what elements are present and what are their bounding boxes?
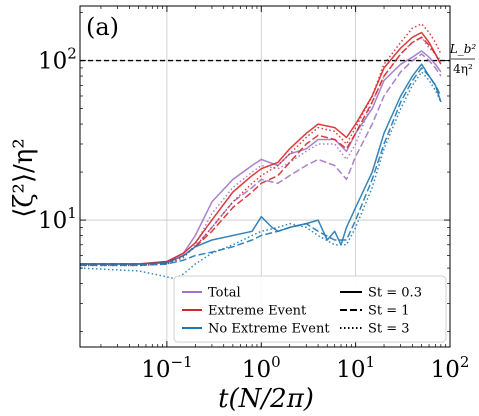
- legend-label: Total: [208, 286, 241, 301]
- series-line-extreme-event-st-0-3: [80, 31, 442, 265]
- plot-frame: [79, 5, 451, 348]
- series-line-no-extreme-event-st-0-3: [80, 63, 442, 265]
- series-line-total-st-0-3: [80, 50, 442, 265]
- series-line-extreme-event-st-1: [80, 36, 442, 265]
- x-tick-label: 100: [242, 353, 281, 383]
- legend-style-label: St = 3: [368, 322, 410, 337]
- reference-label-numerator: L_b²: [449, 42, 477, 56]
- panel-label: (a): [86, 13, 119, 41]
- axis-ticks: [80, 6, 451, 347]
- y-tick-label: 102: [38, 45, 77, 75]
- legend-style-label: St = 0.3: [368, 286, 422, 301]
- series-lines: [80, 23, 442, 280]
- legend: Total Extreme Event No Extreme Event St = 0…: [173, 275, 447, 343]
- series-line-no-extreme-event-st-1: [80, 67, 442, 267]
- reference-line-label: L_b² 4η²: [449, 42, 477, 76]
- x-tick-label: 10−1: [141, 353, 192, 383]
- series-line-total-st-1: [80, 53, 442, 265]
- reference-label-denominator: 4η²: [453, 62, 473, 76]
- series-line-no-extreme-event-st-3: [80, 71, 442, 280]
- x-tick-label: 101: [336, 353, 375, 383]
- y-axis-label: ⟨ζ²⟩/η²: [9, 138, 39, 218]
- tick-labels: 10−1 100 101 102 101 102: [38, 45, 469, 383]
- legend-style-label: St = 1: [368, 304, 410, 319]
- series-line-extreme-event-st-3: [80, 23, 442, 267]
- legend-box: [173, 275, 447, 343]
- y-tick-label: 101: [38, 204, 77, 234]
- x-tick-label: 102: [431, 353, 470, 383]
- x-axis-label: t(N/2π): [218, 384, 314, 414]
- legend-label: Extreme Event: [208, 304, 307, 319]
- legend-label: No Extreme Event: [208, 322, 330, 337]
